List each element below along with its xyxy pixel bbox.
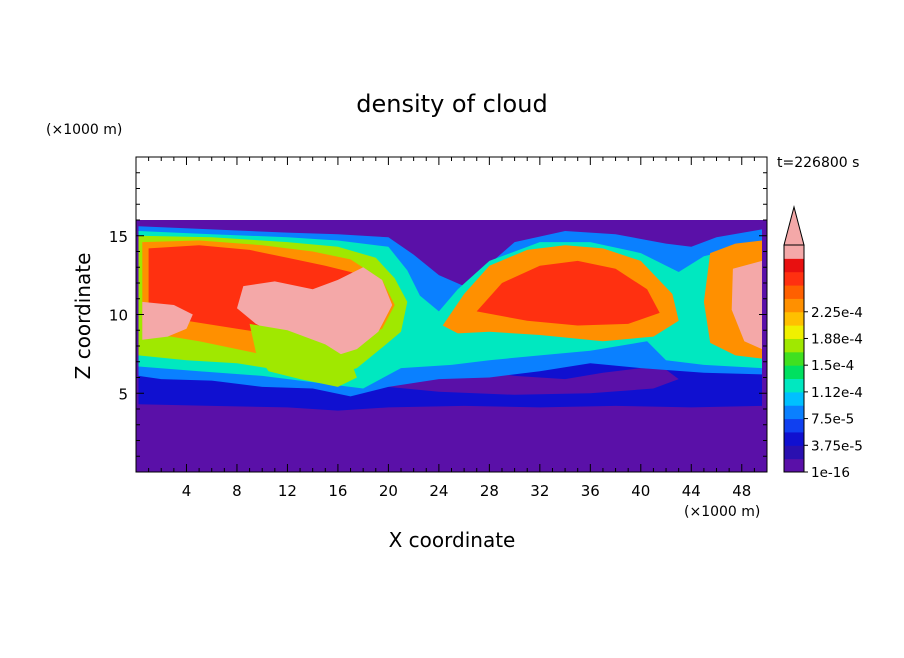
colorbar-frame <box>783 244 805 473</box>
x-tick-label: 36 <box>581 482 600 500</box>
colorbar-label: 1e-16 <box>811 465 850 481</box>
cloud-contour-layers <box>138 226 762 411</box>
colorbar-segment <box>784 351 804 366</box>
colorbar-segment <box>784 391 804 406</box>
x-tick-label: 8 <box>232 482 242 500</box>
colorbar-segment <box>784 245 804 259</box>
colorbar-segment <box>784 258 804 273</box>
colorbar-segment <box>784 325 804 339</box>
colorbar-label: 7.5e-5 <box>811 412 854 428</box>
colorbar-label: 1.12e-4 <box>811 385 863 401</box>
x-tick-label: 48 <box>732 482 751 500</box>
colorbar-segment <box>784 458 804 473</box>
colorbar-segment <box>784 311 804 326</box>
colorbar-label: 1.5e-4 <box>811 358 854 374</box>
colorbar-segment <box>784 298 804 313</box>
colorbar-label: 1.88e-4 <box>811 331 863 347</box>
chart-title: density of cloud <box>356 90 547 118</box>
y-tick-label: 15 <box>109 228 128 246</box>
x-tick-label: 40 <box>631 482 650 500</box>
cloud-region-level-9 <box>249 323 357 387</box>
colorbar-segment <box>784 378 804 393</box>
x-tick-label: 12 <box>278 482 297 500</box>
x-axis-ticks: 4 8 12 16 20 24 28 32 36 40 44 48 <box>148 157 755 500</box>
colorbar-segment <box>784 405 804 420</box>
y-tick-label: 10 <box>109 307 128 325</box>
x-tick-label: 44 <box>682 482 701 500</box>
colorbar-segment <box>784 418 804 433</box>
x-axis-label: X coordinate <box>389 528 516 552</box>
colorbar-segment <box>784 271 804 286</box>
x-tick-label: 16 <box>328 482 347 500</box>
time-label: t=226800 s <box>777 155 859 171</box>
cloud-region-level-16 <box>237 267 393 357</box>
colorbar-label: 2.25e-4 <box>811 305 863 321</box>
colorbar-segment <box>784 445 804 460</box>
x-unit-label: (×1000 m) <box>684 504 760 520</box>
colorbar-segment <box>784 338 804 353</box>
x-tick-label: 4 <box>182 482 192 500</box>
x-tick-label: 24 <box>429 482 448 500</box>
x-tick-label: 28 <box>480 482 499 500</box>
colorbar-segment <box>784 431 804 446</box>
colorbar-label: 3.75e-5 <box>811 438 863 454</box>
plot-area <box>136 220 767 472</box>
cloud-region-level-16 <box>731 260 762 350</box>
y-unit-label: (×1000 m) <box>46 122 122 138</box>
colorbar-extend-arrow <box>783 205 805 246</box>
cloud-region-level-16 <box>142 301 193 340</box>
cloud-region-level-14 <box>476 260 660 326</box>
y-axis-label: Z coordinate <box>71 253 95 380</box>
colorbar-segment <box>784 285 804 299</box>
x-tick-label: 32 <box>530 482 549 500</box>
x-tick-label: 20 <box>379 482 398 500</box>
y-axis-ticks: 5 10 15 <box>109 172 767 457</box>
colorbar-segment <box>784 365 804 380</box>
y-tick-label: 5 <box>118 385 128 403</box>
colorbar: 2.25e-4 1.88e-4 1.5e-4 1.12e-4 7.5e-5 3.75e-5… <box>783 205 863 481</box>
